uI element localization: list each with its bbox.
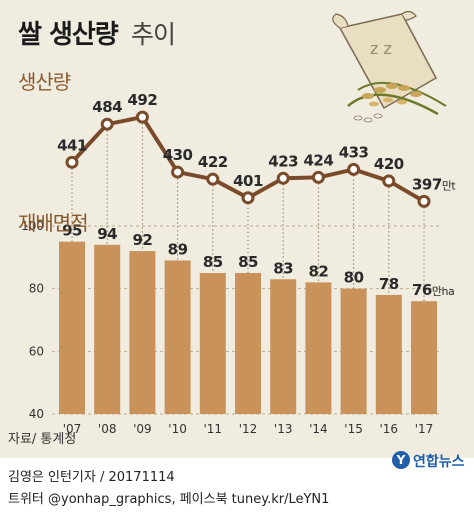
subtitle: 추이 [131, 20, 176, 49]
line-value-label: 424 [303, 151, 333, 169]
line-value-label: 441 [57, 136, 87, 154]
bar [164, 260, 191, 414]
bar-value-label: 78 [379, 275, 399, 293]
bar-value-label: 85 [203, 253, 223, 271]
x-tick-label: '16 [380, 422, 399, 436]
line-point [417, 194, 431, 208]
bar [270, 279, 297, 414]
line-point [241, 191, 255, 205]
bar-value-label: 94 [97, 225, 117, 243]
bar [199, 273, 226, 414]
footer [0, 458, 474, 528]
rice-chart: 100 80 60 40 95 94 92 89 85 85 83 82 80 78 76만ha '07 '0… [21, 91, 457, 436]
x-tick-label: '13 [274, 422, 293, 436]
line-value-label: 401 [233, 172, 263, 190]
svg-text:z z: z z [370, 39, 392, 58]
bar [129, 251, 156, 414]
line-value-label: 422 [198, 153, 228, 171]
bar [305, 282, 332, 414]
line-value-label: 397만t [412, 175, 456, 193]
line-value-label: 484 [92, 98, 122, 116]
bar-value-label: 92 [132, 231, 152, 249]
x-tick-label: '12 [239, 422, 258, 436]
x-tick-label: '10 [168, 422, 187, 436]
line-point [382, 174, 396, 188]
bar [411, 301, 437, 414]
x-tick-label: '17 [415, 422, 434, 436]
line-point [206, 172, 220, 186]
y-tick-label: 80 [29, 282, 44, 296]
x-tick-label: '09 [133, 422, 152, 436]
production-section-label: 생산량 [18, 70, 71, 94]
rice-sack-illustration: z z [332, 10, 447, 123]
bar-value-label: 80 [344, 269, 364, 287]
bar-value-label: 76만ha [412, 281, 454, 299]
y-tick-label: 60 [29, 344, 44, 358]
line-unit-label: 만t [442, 179, 457, 192]
line-point [100, 117, 114, 131]
line-point [171, 165, 185, 179]
bar-value-label: 85 [238, 253, 258, 271]
line-value-label: 492 [127, 91, 157, 109]
x-tick-label: '07 [63, 422, 82, 436]
bar [235, 273, 261, 414]
bar [340, 288, 367, 414]
x-tick-label: '11 [204, 422, 223, 436]
line-value-label: 420 [374, 155, 404, 173]
bar-value-label: 95 [62, 222, 82, 240]
y-tick-label: 100 [21, 219, 44, 233]
line-point [276, 171, 290, 185]
x-tick-label: '08 [98, 422, 117, 436]
title: 쌀 생산량 [18, 20, 119, 50]
line-point [135, 110, 149, 124]
line-value-label: 423 [268, 152, 298, 170]
bar [375, 294, 402, 414]
credit-line-2: 트위터 @yonhap_graphics, 페이스북 tuney.kr/LeYN… [8, 492, 330, 507]
line-point [65, 155, 79, 169]
bar-value-label: 82 [308, 262, 328, 280]
line-value-label: 430 [163, 146, 193, 164]
logo-mark-icon: Y [392, 451, 410, 469]
logo-text: 연합뉴스 [413, 454, 465, 470]
x-tick-label: '14 [309, 422, 328, 436]
bar-value-label: 89 [168, 240, 188, 258]
line-point [347, 162, 361, 176]
bar-unit-label: 만ha [432, 285, 454, 298]
y-tick-label: 40 [29, 407, 44, 421]
bar [59, 241, 85, 414]
line-value-label: 433 [339, 143, 369, 161]
bar-value-label: 83 [273, 259, 293, 277]
area-section-label: 재배면적 [18, 211, 89, 235]
line-point [311, 170, 325, 184]
credit-line-1: 김영은 인턴기자 / 20171114 [8, 470, 175, 485]
source-note: 자료/ 통계청 [8, 432, 77, 447]
x-tick-label: '15 [344, 422, 363, 436]
bar [94, 244, 121, 414]
